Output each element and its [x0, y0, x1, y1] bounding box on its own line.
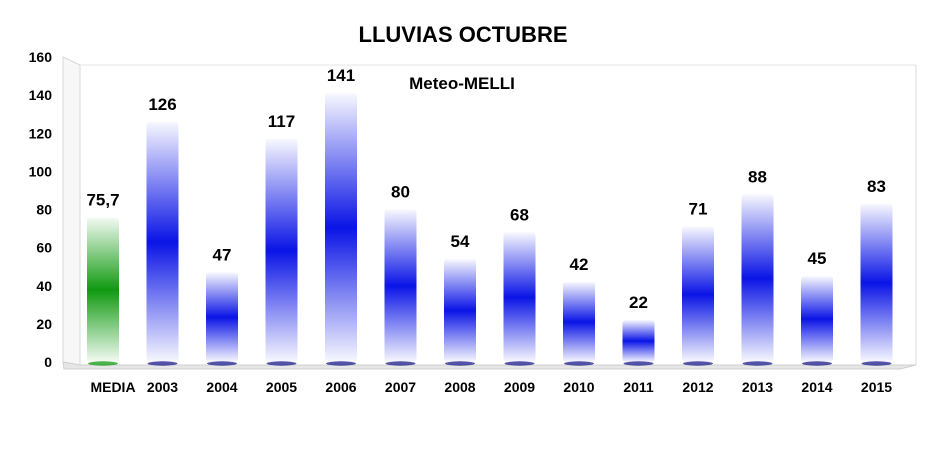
x-tick-label: 2012: [682, 379, 713, 395]
bar-base-shadow: [742, 361, 773, 366]
bar-2015: [860, 203, 893, 362]
data-label: 22: [629, 293, 648, 312]
bar-base-shadow: [445, 361, 475, 366]
y-axis: 0 20 40 60 80 100 120 140 160: [29, 49, 53, 370]
data-label: 68: [510, 205, 529, 224]
x-tick-label: 2009: [504, 379, 535, 395]
bar-media: [87, 217, 119, 362]
y-tick-label: 140: [29, 87, 53, 103]
bar-2004: [206, 272, 238, 362]
y-tick-label: 0: [44, 354, 52, 370]
bar-base-shadow: [861, 361, 892, 366]
chart-frame: [62, 56, 917, 370]
bar-2003: [146, 121, 179, 362]
chart-title: LLUVIAS OCTUBRE: [359, 22, 568, 47]
bar-base-shadow: [147, 361, 178, 366]
y-tick-label: 120: [29, 125, 53, 141]
data-label: 117: [268, 112, 295, 131]
data-label: 42: [570, 255, 589, 274]
x-tick-label: 2014: [801, 379, 832, 395]
bar-base-shadow: [326, 361, 356, 366]
bar-2005: [265, 138, 298, 362]
x-tick-label: 2010: [563, 379, 594, 395]
bars: [87, 93, 893, 366]
bar-base-shadow: [385, 361, 416, 366]
x-tick-label: 2005: [266, 379, 297, 395]
x-tick-label: 2004: [206, 379, 237, 395]
y-tick-label: 160: [29, 49, 53, 65]
bar-2013: [741, 194, 774, 362]
y-tick-label: 100: [29, 163, 53, 179]
bar-2010: [563, 281, 595, 362]
data-label: 88: [748, 167, 767, 186]
bar-base-shadow: [802, 361, 832, 366]
x-tick-label: 2008: [444, 379, 475, 395]
x-tick-label: 2003: [147, 379, 178, 395]
data-label: 75,7: [86, 191, 119, 210]
bar-2006: [325, 93, 357, 362]
x-tick-label: 2007: [385, 379, 416, 395]
bar-base-shadow: [564, 361, 594, 366]
bar-base-shadow: [504, 361, 535, 366]
bar-base-shadow: [266, 361, 297, 366]
data-label: 80: [391, 183, 410, 202]
y-tick-label: 80: [36, 202, 52, 218]
left-wall: [62, 56, 81, 366]
bar-2014: [801, 276, 833, 362]
x-tick-label: 2013: [742, 379, 773, 395]
bar-base-shadow: [683, 361, 713, 366]
bar-2012: [682, 226, 714, 362]
x-tick-label: MEDIA: [90, 379, 135, 395]
bar-base-shadow: [88, 361, 118, 366]
bar-2007: [384, 209, 417, 362]
data-label: 54: [451, 232, 470, 251]
bar-2008: [444, 259, 476, 362]
data-labels: 75,7 126 47 117 141 80 54 68 42 22 71 88 45 83: [86, 66, 886, 312]
chart-subtitle: Meteo-MELLI: [409, 74, 515, 93]
bar-base-shadow: [207, 361, 237, 366]
data-label: 141: [327, 66, 355, 85]
bar-base-shadow: [623, 361, 654, 366]
floor: [62, 361, 917, 370]
x-tick-label: 2015: [861, 379, 892, 395]
x-tick-label: 2006: [325, 379, 356, 395]
data-label: 83: [867, 177, 886, 196]
data-label: 47: [213, 245, 232, 264]
data-label: 45: [808, 249, 827, 268]
y-tick-label: 40: [36, 278, 52, 294]
y-tick-label: 60: [36, 240, 52, 256]
data-label: 71: [689, 200, 708, 219]
bar-2011: [622, 320, 655, 362]
y-tick-label: 20: [36, 316, 52, 332]
bar-2009: [503, 232, 536, 362]
data-label: 126: [148, 95, 176, 114]
x-tick-label: 2011: [623, 379, 654, 395]
x-axis: MEDIA 2003 2004 2005 2006 2007 2008 2009 2010 201…: [90, 379, 892, 395]
